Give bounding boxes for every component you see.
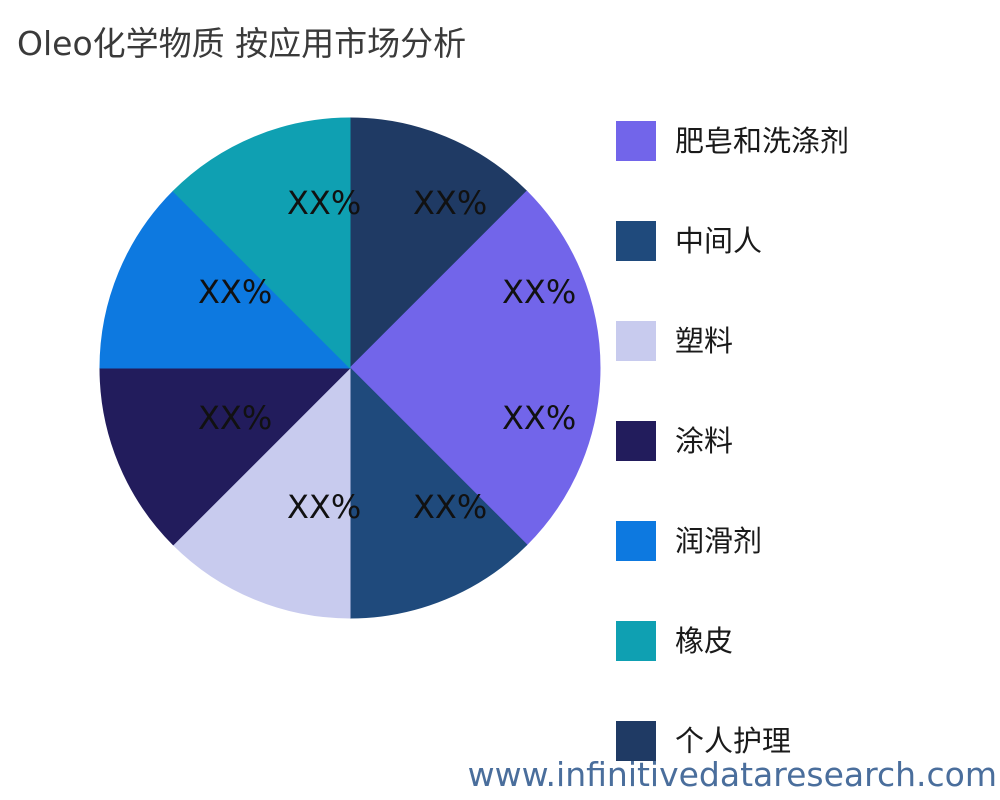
legend-item-3: 涂料 (616, 421, 849, 461)
pie-slice-0 (349, 117, 528, 369)
legend-swatch-icon (616, 621, 656, 661)
legend-item-0: 肥皂和洗涤剂 (616, 121, 849, 161)
legend: 肥皂和洗涤剂 中间人塑料涂料润滑剂橡皮个人护理 (616, 121, 849, 800)
watermark: www.infinitivedataresearch.com (467, 755, 997, 794)
slice-value-label-3: XX% (413, 488, 488, 526)
legend-item-label: 橡皮 (675, 624, 734, 658)
legend-item-4: 润滑剂 (616, 521, 849, 561)
legend-item-label: 涂料 (675, 424, 734, 458)
slice-value-label-7: XX% (287, 184, 362, 222)
legend-swatch-icon (616, 721, 656, 761)
slice-value-label-4: XX% (287, 488, 362, 526)
pie-slice-4 (172, 367, 351, 619)
legend-item-2: 塑料 (616, 321, 849, 361)
slice-value-label-2: XX% (502, 399, 577, 437)
legend-item-5: 橡皮 (616, 621, 849, 661)
slice-value-label-1: XX% (502, 273, 577, 311)
legend-item-label: 肥皂和洗涤剂 (675, 124, 850, 158)
legend-swatch-icon (616, 521, 656, 561)
legend-item-1: 中间人 (616, 221, 849, 261)
legend-swatch-icon (616, 421, 656, 461)
legend-swatch-icon (616, 221, 656, 261)
legend-item-label: 中间人 (675, 224, 763, 258)
pie-slice-1 (349, 190, 601, 369)
legend-swatch-icon (616, 121, 656, 161)
legend-item-label: 塑料 (675, 324, 734, 358)
legend-swatch-icon (616, 321, 656, 361)
pie-slice-5 (99, 367, 351, 546)
pie-slice-2 (349, 367, 601, 546)
legend-item-label: 润滑剂 (675, 524, 763, 558)
slice-value-label-5: XX% (198, 399, 273, 437)
pie-slice-7 (172, 117, 351, 369)
chart-title: Oleo化学物质 按应用市场分析 (17, 24, 467, 63)
slice-value-label-0: XX% (413, 184, 488, 222)
pie-slice-6 (99, 190, 351, 369)
slice-value-label-6: XX% (198, 273, 273, 311)
legend-item-label: 个人护理 (675, 724, 792, 758)
pie-slice-3 (349, 367, 528, 619)
legend-item-6: 个人护理 (616, 721, 849, 761)
